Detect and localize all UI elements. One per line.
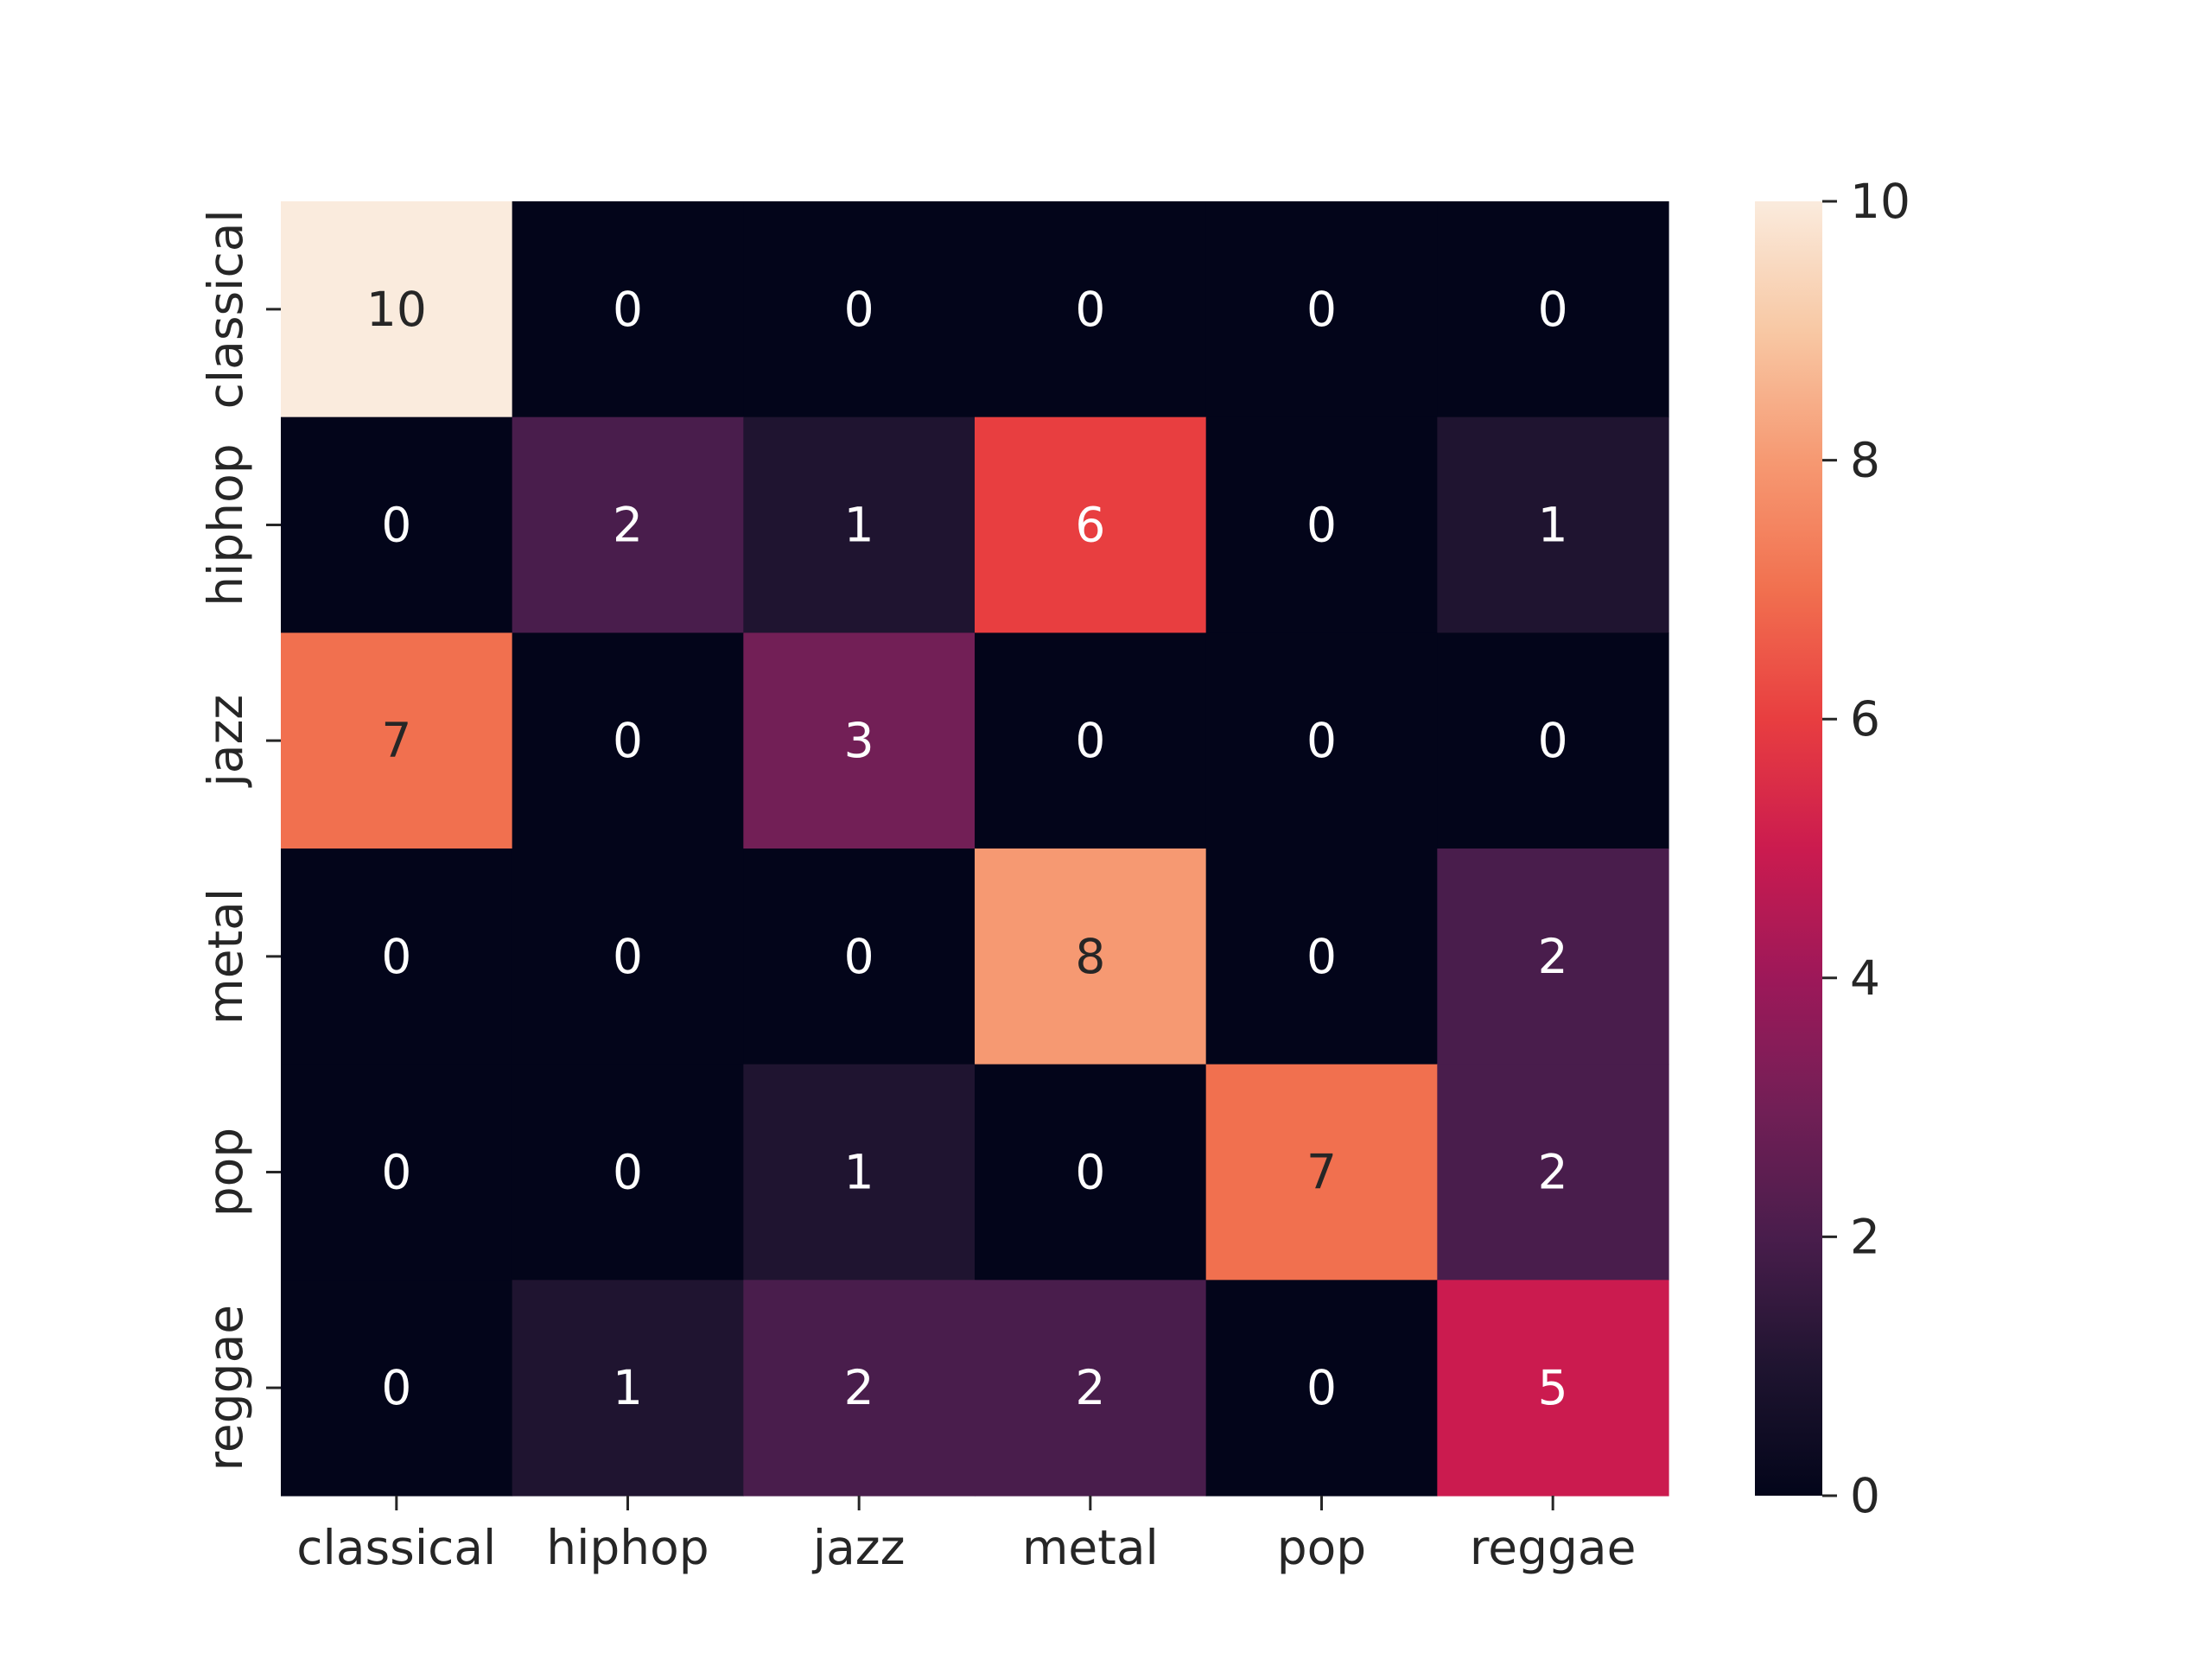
cell-value-label-r5-c5: 5: [1538, 1360, 1568, 1415]
y-tick-label-classical: classical: [198, 209, 253, 409]
heatmap-cell-r1-c1: [512, 416, 744, 633]
cell-value-label-r5-c2: 2: [844, 1360, 874, 1415]
heatmap-cell-r3-c4: [1205, 849, 1438, 1065]
heatmap-cell-r5-c1: [512, 1280, 744, 1497]
heatmap-cell-r4-c5: [1437, 1064, 1669, 1281]
heatmap-cell-r5-c2: [743, 1280, 976, 1497]
x-tick-label-pop: pop: [1277, 1520, 1366, 1575]
heatmap-cell-r3-c1: [512, 849, 744, 1065]
cell-value-label-r5-c4: 0: [1306, 1360, 1337, 1415]
cell-value-label-r0-c3: 0: [1075, 282, 1105, 337]
heatmap-cell-r0-c1: [512, 201, 744, 418]
heatmap-cell-r3-c3: [975, 849, 1207, 1065]
heatmap-cell-r2-c2: [743, 632, 976, 849]
cell-value-label-r2-c1: 0: [613, 713, 643, 768]
heatmap-cell-r4-c2: [743, 1064, 976, 1281]
cell-value-label-r3-c1: 0: [613, 929, 643, 984]
cell-value-label-r2-c0: 7: [381, 713, 411, 768]
heatmap-cell-r0-c0: [281, 201, 513, 418]
x-axis: classical hiphop jazz metal pop reggae: [296, 1496, 1636, 1575]
cell-value-label-r5-c0: 0: [381, 1360, 411, 1415]
cell-value-label-r3-c2: 0: [844, 929, 874, 984]
cell-value-label-r4-c5: 2: [1538, 1145, 1568, 1200]
y-axis: classical hiphop jazz metal pop reggae: [198, 209, 281, 1471]
heatmap-cell-r1-c4: [1205, 416, 1438, 633]
cell-value-label-r2-c4: 0: [1306, 713, 1337, 768]
x-tick-label-reggae: reggae: [1470, 1520, 1637, 1575]
heatmap-cell-r1-c5: [1437, 416, 1669, 633]
heatmap-cell-r0-c2: [743, 201, 976, 418]
x-tick-label-classical: classical: [296, 1520, 496, 1575]
heatmap-cell-r0-c4: [1205, 201, 1438, 418]
cell-value-label-r3-c4: 0: [1306, 929, 1337, 984]
heatmap-cell-r0-c5: [1437, 201, 1669, 418]
heatmap-cell-r2-c0: [281, 632, 513, 849]
x-tick-label-jazz: jazz: [812, 1520, 906, 1575]
colorbar-tick-label-0: 0: [1850, 1468, 1880, 1523]
cell-value-label-r1-c0: 0: [381, 498, 411, 553]
heatmap-cell-r4-c4: [1205, 1064, 1438, 1281]
cell-value-label-r3-c5: 2: [1538, 929, 1568, 984]
cell-value-label-r3-c3: 8: [1075, 929, 1105, 984]
cell-value-label-r4-c0: 0: [381, 1145, 411, 1200]
heatmap-cell-r2-c3: [975, 632, 1207, 849]
heatmap-cell-labels: 10 0 0 0 0 00 2 1 6 0 17 0 3 0 0 00 0 0 8 0 20 0 1 0 7 20 1 2 2 0 5: [366, 282, 1568, 1415]
heatmap-cell-r1-c2: [743, 416, 976, 633]
cell-value-label-r1-c1: 2: [613, 498, 643, 553]
cell-value-label-r0-c0: 10: [366, 282, 427, 337]
heatmap-cells: [281, 201, 1669, 1497]
heatmap-cell-r3-c2: [743, 849, 976, 1065]
cell-value-label-r2-c3: 0: [1075, 713, 1105, 768]
colorbar-tick-label-6: 6: [1850, 691, 1880, 747]
heatmap-cell-r4-c0: [281, 1064, 513, 1281]
cell-value-label-r0-c4: 0: [1306, 282, 1337, 337]
colorbar-tick-label-2: 2: [1850, 1209, 1880, 1264]
cell-value-label-r1-c3: 6: [1075, 498, 1105, 553]
cell-value-label-r0-c5: 0: [1538, 282, 1568, 337]
cell-value-label-r4-c2: 1: [844, 1145, 874, 1200]
heatmap-cell-r5-c5: [1437, 1280, 1669, 1497]
heatmap-cell-r0-c3: [975, 201, 1207, 418]
heatmap-cell-r5-c4: [1205, 1280, 1438, 1497]
cell-value-label-r1-c4: 0: [1306, 498, 1337, 553]
colorbar: 0 2 4 6 8 10: [1755, 174, 1910, 1523]
heatmap-cell-r5-c0: [281, 1280, 513, 1497]
heatmap-cell-r5-c3: [975, 1280, 1207, 1497]
heatmap-cell-r1-c0: [281, 416, 513, 633]
cell-value-label-r3-c0: 0: [381, 929, 411, 984]
cell-value-label-r0-c1: 0: [613, 282, 643, 337]
cell-value-label-r4-c4: 7: [1306, 1145, 1337, 1200]
cell-value-label-r5-c1: 1: [613, 1360, 643, 1415]
x-tick-label-hiphop: hiphop: [546, 1520, 709, 1575]
colorbar-scale: [1755, 201, 1822, 1496]
heatmap-cell-r4-c1: [512, 1064, 744, 1281]
colorbar-tick-label-8: 8: [1850, 433, 1880, 488]
heatmap-cell-r3-c0: [281, 849, 513, 1065]
heatmap-cell-r2-c5: [1437, 632, 1669, 849]
colorbar-tick-label-10: 10: [1850, 174, 1910, 229]
cell-value-label-r2-c2: 3: [844, 713, 874, 768]
y-tick-label-pop: pop: [198, 1128, 253, 1217]
colorbar-tick-label-4: 4: [1850, 950, 1880, 1006]
cell-value-label-r2-c5: 0: [1538, 713, 1568, 768]
cell-value-label-r4-c1: 0: [613, 1145, 643, 1200]
heatmap-cell-r1-c3: [975, 416, 1207, 633]
cell-value-label-r4-c3: 0: [1075, 1145, 1105, 1200]
y-tick-label-jazz: jazz: [198, 695, 253, 788]
y-tick-label-metal: metal: [198, 888, 253, 1025]
y-tick-label-hiphop: hiphop: [198, 443, 253, 606]
y-tick-label-reggae: reggae: [198, 1305, 253, 1471]
cell-value-label-r5-c3: 2: [1075, 1360, 1105, 1415]
heatmap-cell-r2-c1: [512, 632, 744, 849]
cell-value-label-r1-c5: 1: [1538, 498, 1568, 553]
heatmap-cell-r3-c5: [1437, 849, 1669, 1065]
cell-value-label-r1-c2: 1: [844, 498, 874, 553]
heatmap-cell-r2-c4: [1205, 632, 1438, 849]
heatmap-cell-r4-c3: [975, 1064, 1207, 1281]
cell-value-label-r0-c2: 0: [844, 282, 874, 337]
x-tick-label-metal: metal: [1022, 1520, 1159, 1575]
